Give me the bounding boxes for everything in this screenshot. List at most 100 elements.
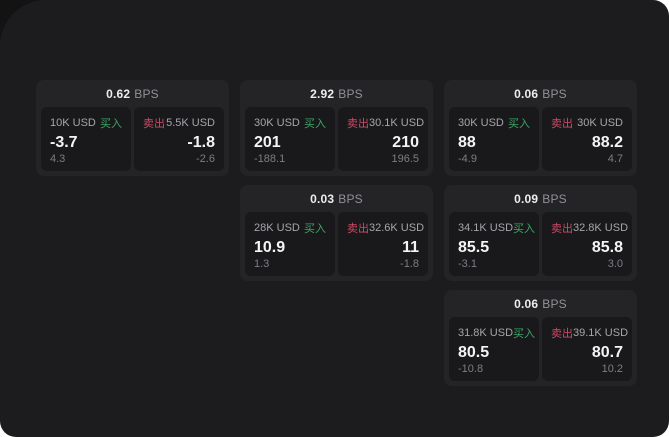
buy-amount: 28K USD bbox=[254, 222, 300, 234]
bps-unit-label: BPS bbox=[338, 191, 363, 206]
buy-amount: 10K USD bbox=[50, 117, 96, 129]
buy-amount: 30K USD bbox=[458, 117, 504, 129]
bps-header: 0.09 BPS bbox=[444, 185, 637, 212]
buy-panel[interactable]: 10K USD 买入 -3.7 4.3 bbox=[41, 107, 131, 171]
buy-price: 88 bbox=[458, 134, 476, 151]
sell-panel[interactable]: 卖出 30.1K USD 210 196.5 bbox=[338, 107, 428, 171]
sell-price: 85.8 bbox=[591, 239, 623, 256]
sell-tag: 卖出 bbox=[551, 223, 573, 235]
card-body: 30K USD 买入 201 -188.1 卖出 30.1K USD 210 1… bbox=[240, 107, 433, 176]
quote-card: 0.06 BPS 31.8K USD 买入 80.5 -10.8 卖出 39.1… bbox=[444, 290, 637, 386]
sell-panel-top: 卖出 30K USD bbox=[551, 115, 623, 131]
buy-panel[interactable]: 30K USD 买入 201 -188.1 bbox=[245, 107, 335, 171]
bps-unit-label: BPS bbox=[542, 86, 567, 101]
quote-card: 0.62 BPS 10K USD 买入 -3.7 4.3 卖出 5.5K USD bbox=[36, 80, 229, 176]
buy-tag: 买入 bbox=[513, 223, 536, 235]
buy-panel-top: 34.1K USD 买入 bbox=[458, 220, 535, 236]
sell-sub-value: 10.2 bbox=[601, 363, 623, 375]
buy-tag: 买入 bbox=[304, 118, 326, 130]
buy-panel[interactable]: 28K USD 买入 10.9 1.3 bbox=[245, 212, 335, 276]
buy-sub-value: 4.3 bbox=[50, 153, 66, 165]
quote-card: 0.09 BPS 34.1K USD 买入 85.5 -3.1 卖出 32.8K… bbox=[444, 185, 637, 281]
buy-panel[interactable]: 31.8K USD 买入 80.5 -10.8 bbox=[449, 317, 539, 381]
sell-panel[interactable]: 卖出 39.1K USD 80.7 10.2 bbox=[542, 317, 632, 381]
buy-amount: 31.8K USD bbox=[458, 327, 514, 339]
bps-unit-label: BPS bbox=[542, 296, 567, 311]
buy-tag: 买入 bbox=[100, 118, 122, 130]
sell-sub-value: 196.5 bbox=[391, 153, 419, 165]
sell-sub-value: 3.0 bbox=[607, 258, 623, 270]
bps-value: 0.09 bbox=[514, 191, 539, 206]
sell-tag: 卖出 bbox=[143, 118, 165, 130]
buy-panel[interactable]: 34.1K USD 买入 85.5 -3.1 bbox=[449, 212, 539, 276]
sell-amount: 32.8K USD bbox=[573, 222, 629, 234]
buy-panel-top: 28K USD 买入 bbox=[254, 220, 326, 236]
buy-price: 85.5 bbox=[458, 239, 490, 256]
sell-panel[interactable]: 卖出 32.6K USD 11 -1.8 bbox=[338, 212, 428, 276]
bps-value: 0.06 bbox=[514, 86, 539, 101]
sell-amount: 5.5K USD bbox=[166, 117, 215, 129]
sell-panel[interactable]: 卖出 5.5K USD -1.8 -2.6 bbox=[134, 107, 224, 171]
sell-amount: 30K USD bbox=[577, 117, 623, 129]
sell-price: 11 bbox=[402, 239, 419, 256]
quote-card: 0.06 BPS 30K USD 买入 88 -4.9 卖出 30K USD bbox=[444, 80, 637, 176]
bps-unit-label: BPS bbox=[134, 86, 159, 101]
sell-panel-top: 卖出 30.1K USD bbox=[347, 115, 424, 131]
bps-header: 2.92 BPS bbox=[240, 80, 433, 107]
bps-value: 0.06 bbox=[514, 296, 539, 311]
sell-tag: 卖出 bbox=[551, 328, 573, 340]
buy-price: 201 bbox=[254, 134, 281, 151]
bps-header: 0.06 BPS bbox=[444, 80, 637, 107]
buy-tag: 买入 bbox=[508, 118, 530, 130]
buy-sub-value: 1.3 bbox=[254, 258, 270, 270]
sell-panel[interactable]: 卖出 30K USD 88.2 4.7 bbox=[542, 107, 632, 171]
sell-tag: 卖出 bbox=[551, 118, 573, 130]
sell-sub-value: -2.6 bbox=[196, 153, 215, 165]
buy-amount: 34.1K USD bbox=[458, 222, 514, 234]
sell-sub-value: -1.8 bbox=[400, 258, 419, 270]
bps-value: 0.62 bbox=[106, 86, 131, 101]
buy-price: -3.7 bbox=[50, 134, 78, 151]
buy-panel-top: 30K USD 买入 bbox=[254, 115, 326, 131]
sell-panel-top: 卖出 5.5K USD bbox=[143, 115, 215, 131]
buy-panel-top: 30K USD 买入 bbox=[458, 115, 530, 131]
sell-panel-top: 卖出 39.1K USD bbox=[551, 325, 628, 341]
bps-unit-label: BPS bbox=[338, 86, 363, 101]
buy-amount: 30K USD bbox=[254, 117, 300, 129]
card-body: 34.1K USD 买入 85.5 -3.1 卖出 32.8K USD 85.8… bbox=[444, 212, 637, 281]
bps-value: 0.03 bbox=[310, 191, 335, 206]
buy-price: 80.5 bbox=[458, 344, 490, 361]
sell-price: 88.2 bbox=[591, 134, 623, 151]
sell-tag: 卖出 bbox=[347, 223, 369, 235]
buy-sub-value: -10.8 bbox=[458, 363, 484, 375]
sell-tag: 卖出 bbox=[347, 118, 369, 130]
buy-sub-value: -188.1 bbox=[254, 153, 286, 165]
sell-price: 80.7 bbox=[591, 344, 623, 361]
sell-price: 210 bbox=[392, 134, 419, 151]
buy-tag: 买入 bbox=[513, 328, 536, 340]
bps-header: 0.03 BPS bbox=[240, 185, 433, 212]
sell-panel[interactable]: 卖出 32.8K USD 85.8 3.0 bbox=[542, 212, 632, 276]
card-body: 31.8K USD 买入 80.5 -10.8 卖出 39.1K USD 80.… bbox=[444, 317, 637, 386]
bps-header: 0.62 BPS bbox=[36, 80, 229, 107]
buy-tag: 买入 bbox=[304, 223, 326, 235]
sell-panel-top: 卖出 32.8K USD bbox=[551, 220, 628, 236]
sell-amount: 30.1K USD bbox=[369, 117, 425, 129]
buy-panel-top: 10K USD 买入 bbox=[50, 115, 122, 131]
card-body: 10K USD 买入 -3.7 4.3 卖出 5.5K USD -1.8 -2.… bbox=[36, 107, 229, 176]
card-body: 28K USD 买入 10.9 1.3 卖出 32.6K USD 11 -1.8 bbox=[240, 212, 433, 281]
buy-price: 10.9 bbox=[254, 239, 286, 256]
sell-sub-value: 4.7 bbox=[607, 153, 623, 165]
buy-panel[interactable]: 30K USD 买入 88 -4.9 bbox=[449, 107, 539, 171]
bps-value: 2.92 bbox=[310, 86, 335, 101]
buy-sub-value: -4.9 bbox=[458, 153, 477, 165]
sell-price: -1.8 bbox=[187, 134, 215, 151]
buy-sub-value: -3.1 bbox=[458, 258, 477, 270]
bps-header: 0.06 BPS bbox=[444, 290, 637, 317]
bps-unit-label: BPS bbox=[542, 191, 567, 206]
sell-amount: 39.1K USD bbox=[573, 327, 629, 339]
quote-card: 2.92 BPS 30K USD 买入 201 -188.1 卖出 30.1K … bbox=[240, 80, 433, 176]
sell-amount: 32.6K USD bbox=[369, 222, 425, 234]
